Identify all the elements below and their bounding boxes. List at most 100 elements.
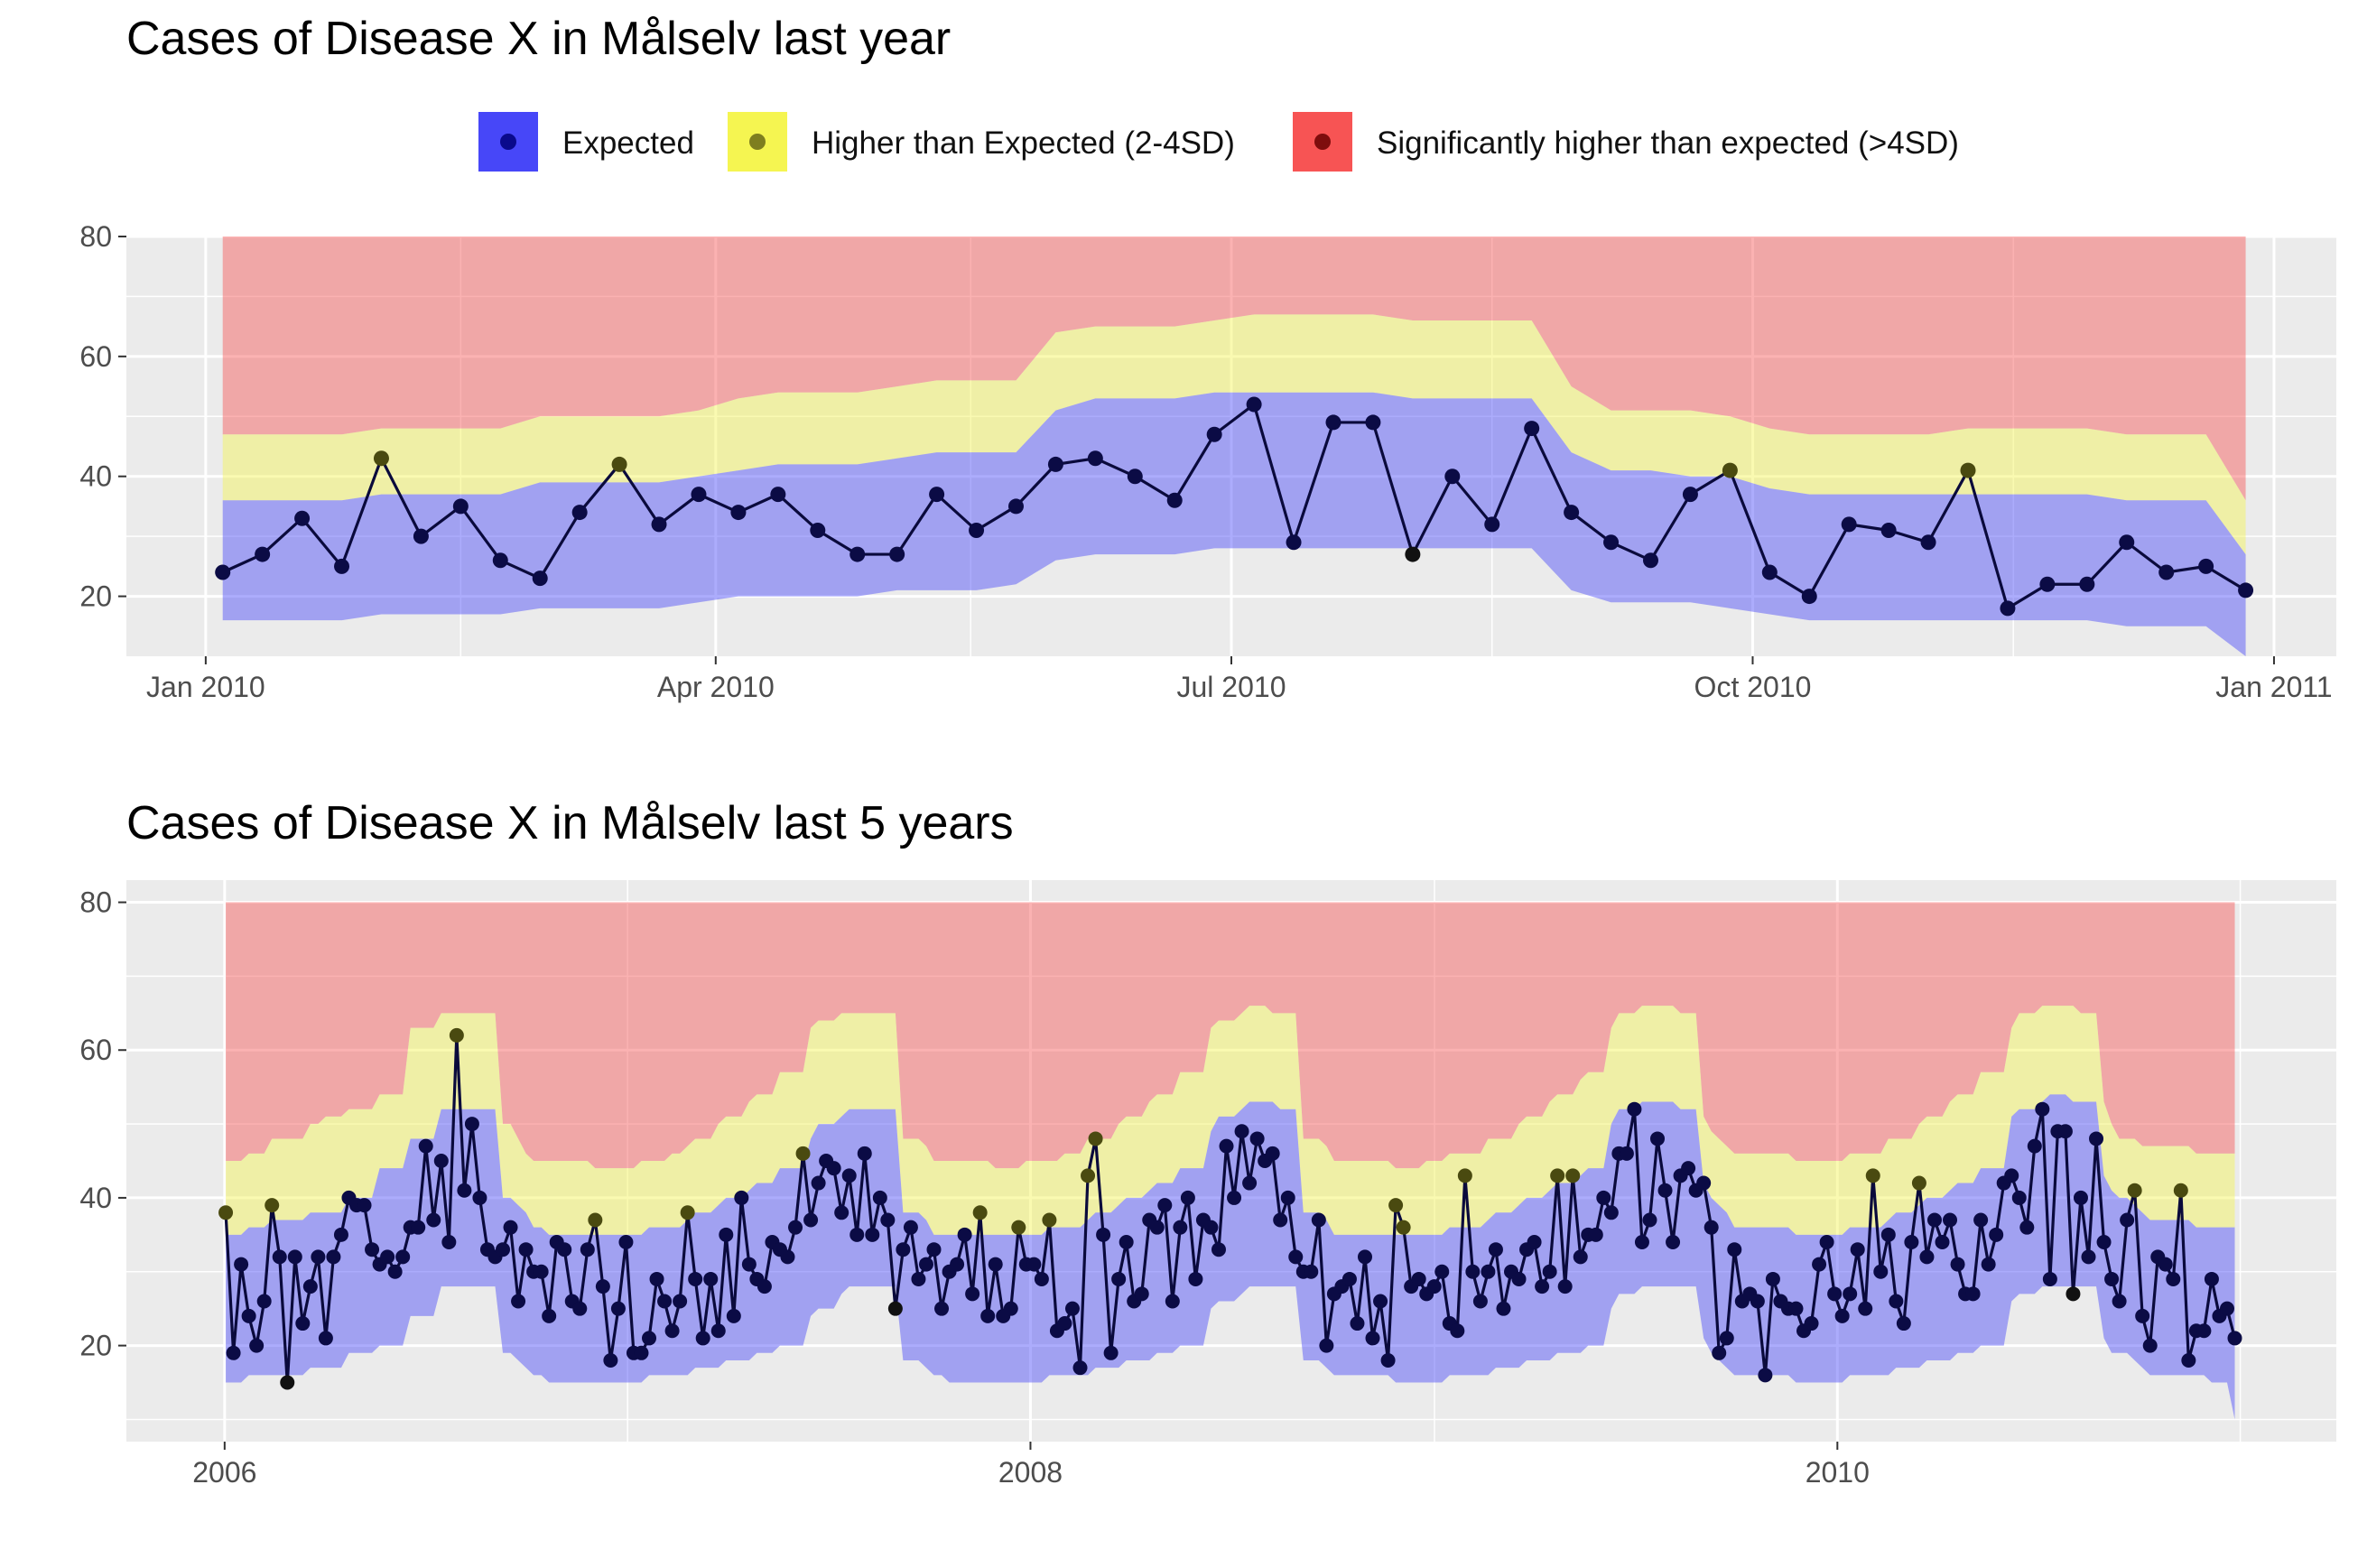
data-point-expected: [1761, 564, 1778, 580]
data-point-expected: [571, 505, 588, 521]
data-point-expected: [2120, 1212, 2135, 1228]
data-point-expected: [580, 1242, 595, 1257]
cases-line: [222, 403, 2247, 610]
data-point-expected: [929, 487, 945, 503]
data-point-higher: [680, 1205, 695, 1220]
data-point-expected: [1727, 1242, 1742, 1257]
data-point-expected: [241, 1308, 256, 1323]
data-point-expected: [2096, 1235, 2112, 1250]
data-point-higher: [1081, 1168, 1096, 1183]
panel-background: [126, 880, 2336, 1442]
data-point-expected: [1527, 1235, 1542, 1250]
data-point-expected: [311, 1249, 326, 1265]
data-point-expected: [1812, 1257, 1827, 1272]
data-point-expected: [1325, 414, 1341, 431]
data-point-expected: [703, 1271, 719, 1286]
data-point-expected: [1827, 1286, 1843, 1302]
data-point-expected: [1111, 1271, 1127, 1286]
data-point-expected: [333, 1227, 348, 1242]
x-tick-label: Apr 2010: [657, 671, 775, 703]
data-point-expected: [472, 1190, 487, 1205]
data-point-expected: [1242, 1175, 1258, 1191]
data-point-expected: [255, 546, 271, 562]
data-point-expected: [1682, 487, 1698, 503]
data-point-higher: [2173, 1183, 2188, 1198]
data-point-expected: [1603, 534, 1620, 551]
data-point-expected: [2227, 1331, 2242, 1346]
data-point-expected: [256, 1294, 272, 1309]
data-point-expected: [1304, 1264, 1319, 1279]
data-point-expected: [2039, 576, 2056, 592]
data-point-expected: [1165, 1294, 1180, 1309]
data-point-expected: [1804, 1316, 1819, 1331]
data-point-low: [280, 1375, 295, 1390]
data-point-higher: [795, 1146, 811, 1161]
data-point-expected: [1472, 1294, 1488, 1309]
data-point-expected: [872, 1190, 887, 1205]
data-point-expected: [1535, 1279, 1550, 1294]
data-point-expected: [826, 1161, 841, 1176]
data-point-expected: [272, 1249, 287, 1265]
data-point-expected: [1511, 1271, 1527, 1286]
data-point-expected: [1973, 1212, 1989, 1228]
data-point-expected: [1087, 450, 1103, 467]
x-tick-label: 2010: [1806, 1456, 1870, 1489]
data-point-expected: [1341, 1271, 1357, 1286]
data-point-expected: [1450, 1323, 1465, 1339]
data-point-expected: [1350, 1316, 1365, 1331]
data-point-higher: [588, 1212, 603, 1228]
data-point-expected: [357, 1198, 372, 1213]
legend-dot-expected: [500, 134, 516, 150]
data-point-expected: [464, 1117, 479, 1132]
data-point-expected: [534, 1264, 549, 1279]
data-point-expected: [1696, 1175, 1712, 1191]
data-point-expected: [595, 1279, 610, 1294]
data-point-expected: [1273, 1212, 1288, 1228]
data-point-expected: [1203, 1220, 1219, 1235]
data-point-expected: [1719, 1331, 1734, 1346]
data-point-expected: [1180, 1190, 1195, 1205]
data-point-expected: [603, 1352, 618, 1368]
data-point-expected: [1801, 589, 1817, 605]
data-point-expected: [780, 1249, 795, 1265]
y-tick-label: 80: [79, 220, 112, 253]
data-point-expected: [673, 1294, 688, 1309]
data-point-expected: [411, 1220, 426, 1235]
data-point-expected: [418, 1138, 433, 1154]
data-point-expected: [2166, 1271, 2181, 1286]
legend-dot-higher: [749, 134, 766, 150]
data-point-expected: [1157, 1198, 1173, 1213]
data-point-expected: [1411, 1271, 1426, 1286]
data-point-expected: [1904, 1235, 1919, 1250]
data-point-higher: [218, 1205, 234, 1220]
data-point-expected: [1627, 1101, 1642, 1117]
band-significant: [222, 237, 2246, 501]
data-point-expected: [918, 1257, 933, 1272]
data-point-expected: [365, 1242, 380, 1257]
data-point-expected: [1365, 414, 1381, 431]
data-point-higher: [1565, 1168, 1581, 1183]
data-point-expected: [2219, 1301, 2234, 1316]
data-point-expected: [719, 1227, 734, 1242]
data-point-low: [887, 1301, 903, 1316]
data-point-expected: [649, 1271, 664, 1286]
data-point-expected: [2181, 1352, 2196, 1368]
data-point-expected: [1965, 1286, 1981, 1302]
data-point-expected: [811, 1175, 826, 1191]
data-point-expected: [2073, 1190, 2088, 1205]
data-point-expected: [691, 487, 707, 503]
data-point-expected: [2104, 1271, 2120, 1286]
data-point-expected: [903, 1220, 918, 1235]
data-point-expected: [542, 1308, 557, 1323]
data-point-expected: [387, 1264, 403, 1279]
data-point-expected: [1072, 1360, 1088, 1376]
data-point-higher: [1396, 1220, 1411, 1235]
data-point-expected: [710, 1323, 726, 1339]
data-point-expected: [1481, 1264, 1496, 1279]
y-tick-label: 40: [79, 460, 112, 493]
data-point-expected: [651, 516, 667, 533]
data-point-higher: [1550, 1168, 1565, 1183]
data-point-expected: [1765, 1271, 1780, 1286]
legend-label-significant: Significantly higher than expected (>4SD…: [1377, 125, 1959, 161]
